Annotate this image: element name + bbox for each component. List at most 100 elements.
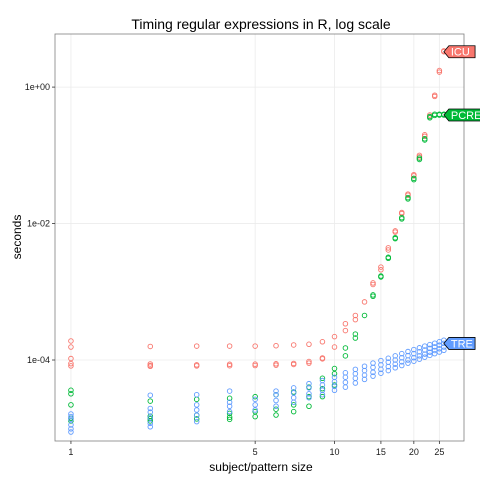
data-point: [68, 387, 74, 394]
data-point: [319, 356, 326, 362]
data-point: [378, 274, 384, 280]
data-point: [411, 350, 417, 357]
data-point: [193, 396, 200, 403]
x-tick-label: 15: [376, 447, 386, 457]
data-point: [331, 344, 338, 350]
data-point: [331, 370, 338, 377]
data-point: [319, 393, 326, 400]
data-point: [352, 380, 359, 386]
data-point: [147, 418, 154, 424]
label-tag-shape: [443, 108, 480, 122]
data-point: [411, 354, 417, 361]
data-point: [306, 403, 312, 410]
data-point: [331, 383, 338, 390]
data-point: [441, 344, 447, 350]
data-point: [405, 357, 411, 363]
data-point: [411, 176, 417, 183]
data-point: [385, 245, 392, 251]
y-axis-ticks: 1e-04 1e-02 1e+00: [25, 82, 55, 365]
data-point: [290, 361, 297, 368]
data-point: [370, 373, 376, 379]
data-point: [352, 370, 359, 377]
data-point: [273, 412, 279, 418]
data-point: [370, 281, 376, 288]
data-point: [352, 316, 359, 323]
data-point: [405, 196, 411, 202]
data-point: [431, 347, 438, 354]
data-point: [405, 348, 411, 355]
data-point: [342, 370, 349, 376]
data-point: [147, 405, 154, 412]
data-points: [68, 48, 447, 435]
data-point: [427, 349, 433, 355]
data-point: [427, 341, 433, 348]
data-point: [319, 339, 326, 345]
data-point: [290, 342, 297, 348]
x-axis-label: subject/pattern size: [209, 460, 313, 474]
data-point: [436, 67, 443, 74]
data-point: [306, 360, 312, 366]
data-point: [370, 369, 376, 376]
data-point: [385, 255, 392, 262]
data-point: [405, 192, 411, 198]
data-point: [68, 355, 74, 362]
data-point: [226, 408, 233, 415]
data-point: [378, 366, 384, 373]
data-point: [416, 152, 423, 159]
data-point: [392, 353, 398, 359]
data-point: [290, 399, 297, 406]
data-point: [226, 416, 233, 423]
y-tick-label: 1e-04: [27, 355, 50, 365]
data-point: [421, 133, 428, 140]
data-point: [147, 361, 154, 367]
data-point: [385, 355, 392, 362]
y-tick-label: 1e-02: [27, 219, 50, 229]
data-point: [273, 397, 279, 404]
data-point: [392, 229, 398, 235]
data-point: [416, 349, 423, 355]
data-point: [436, 349, 443, 355]
data-point: [427, 345, 433, 352]
data-point: [352, 331, 359, 337]
data-point: [331, 333, 338, 340]
data-point: [306, 391, 312, 397]
data-point: [431, 93, 438, 100]
data-point: [226, 343, 233, 349]
data-point: [252, 407, 258, 413]
data-point: [421, 137, 428, 143]
data-point: [252, 362, 258, 369]
series-pcre: [68, 111, 447, 424]
data-point: [399, 350, 405, 357]
plot-panel: [54, 33, 465, 442]
data-point: [416, 356, 423, 362]
data-point: [342, 327, 349, 334]
data-point: [193, 402, 200, 408]
data-point: [68, 338, 74, 344]
data-point: [361, 376, 368, 383]
data-point: [147, 363, 154, 370]
x-axis-ticks: 1 5 10 15 20 25: [68, 441, 444, 457]
data-point: [385, 363, 392, 370]
data-point: [427, 352, 433, 359]
label-tag-text: ICU: [451, 47, 470, 59]
data-point: [411, 346, 417, 353]
data-point: [290, 402, 297, 408]
data-point: [378, 267, 384, 273]
data-point: [411, 173, 417, 179]
data-point: [226, 388, 233, 394]
data-point: [361, 312, 368, 319]
data-point: [273, 388, 279, 394]
chart-title: Timing regular expressions in R, log sca…: [131, 16, 391, 32]
data-point: [226, 395, 233, 402]
data-point: [421, 343, 428, 349]
data-point: [378, 370, 384, 376]
data-point: [68, 416, 74, 423]
data-point: [226, 410, 233, 417]
data-point: [147, 420, 154, 427]
data-point: [392, 365, 398, 371]
data-point: [399, 216, 405, 222]
x-tick-label: 20: [409, 447, 419, 457]
data-point: [319, 385, 326, 392]
data-point: [147, 424, 154, 430]
